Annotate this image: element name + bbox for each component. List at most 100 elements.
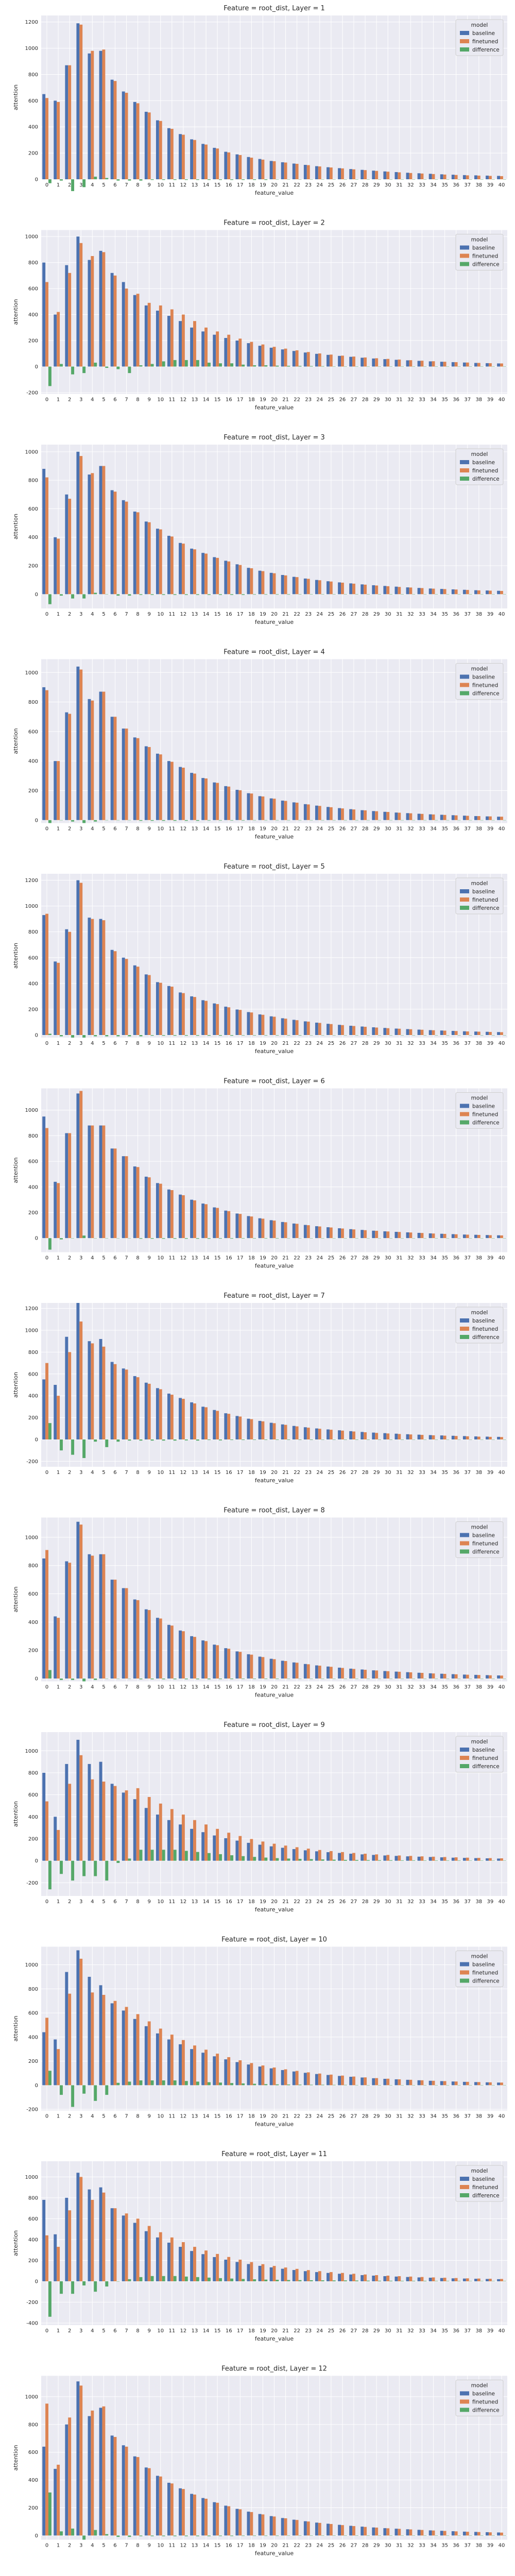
y-tick-label: 200 xyxy=(28,2258,38,2264)
y-tick-label: 400 xyxy=(28,1620,38,1625)
bar-finetuned-2 xyxy=(68,1993,72,2086)
x-tick-label: 13 xyxy=(192,182,198,188)
bar-baseline-24 xyxy=(315,1665,318,1679)
bar-baseline-25 xyxy=(327,354,330,367)
bar-baseline-6 xyxy=(110,1362,114,1439)
x-tick-label: 35 xyxy=(441,182,448,188)
x-tick-label: 25 xyxy=(328,2543,334,2549)
bar-baseline-6 xyxy=(110,1580,114,1679)
bar-baseline-39 xyxy=(486,1858,489,1861)
bar-finetuned-3 xyxy=(79,1958,83,2086)
x-tick-label: 6 xyxy=(113,1899,116,1905)
bar-finetuned-31 xyxy=(398,1434,401,1439)
bar-finetuned-27 xyxy=(352,583,355,595)
bar-finetuned-31 xyxy=(398,1232,401,1239)
bar-baseline-24 xyxy=(315,2272,318,2281)
x-tick-label: 19 xyxy=(260,397,266,403)
bar-baseline-26 xyxy=(338,808,341,820)
bar-difference-38 xyxy=(480,820,484,821)
bar-difference-1 xyxy=(60,1035,63,1037)
x-axis-label: feature_value xyxy=(255,1906,294,1913)
bar-finetuned-30 xyxy=(386,2078,390,2086)
bar-baseline-12 xyxy=(179,2247,182,2281)
x-tick-label: 5 xyxy=(102,182,105,188)
bar-baseline-25 xyxy=(327,581,330,595)
bar-baseline-26 xyxy=(338,2076,341,2086)
x-tick-label: 31 xyxy=(396,182,403,188)
bar-finetuned-30 xyxy=(386,172,390,179)
x-tick-label: 31 xyxy=(396,1470,403,1476)
bar-difference-24 xyxy=(321,1859,324,1861)
bar-baseline-6 xyxy=(110,79,114,179)
y-tick-label: 1200 xyxy=(25,1306,38,1312)
bar-difference-20 xyxy=(276,1238,279,1239)
x-tick-label: 11 xyxy=(168,2114,175,2120)
y-tick-label: 400 xyxy=(28,981,38,987)
bar-baseline-8 xyxy=(133,295,136,367)
bar-difference-4 xyxy=(94,820,97,822)
x-tick-label: 11 xyxy=(168,826,175,832)
bar-difference-12 xyxy=(184,2276,188,2281)
bar-baseline-21 xyxy=(281,575,284,595)
bar-difference-29 xyxy=(378,1860,381,1861)
bar-baseline-32 xyxy=(406,813,409,820)
bar-difference-29 xyxy=(378,2535,381,2536)
bar-finetuned-14 xyxy=(204,1824,208,1861)
bar-difference-29 xyxy=(378,2085,381,2086)
bar-difference-5 xyxy=(105,1439,109,1447)
bar-finetuned-4 xyxy=(91,50,94,179)
bar-finetuned-22 xyxy=(295,802,299,820)
x-tick-label: 39 xyxy=(487,2328,494,2334)
x-tick-label: 30 xyxy=(385,2543,391,2549)
bar-baseline-3 xyxy=(76,1950,80,2086)
x-tick-label: 27 xyxy=(351,2328,357,2334)
bar-finetuned-12 xyxy=(181,314,185,367)
bar-baseline-25 xyxy=(327,2075,330,2086)
bar-finetuned-9 xyxy=(147,112,151,179)
bar-baseline-30 xyxy=(383,359,387,367)
x-tick-label: 20 xyxy=(271,1899,278,1905)
x-tick-label: 37 xyxy=(464,1041,471,1046)
x-tick-label: 16 xyxy=(226,612,232,617)
y-tick-label: 0 xyxy=(35,2083,38,2089)
bar-difference-1 xyxy=(60,179,63,181)
x-tick-label: 29 xyxy=(373,826,380,832)
bar-finetuned-4 xyxy=(91,1555,94,1679)
y-tick-label: -200 xyxy=(26,2107,38,2113)
x-tick-label: 32 xyxy=(407,1899,414,1905)
bar-baseline-36 xyxy=(451,1030,455,1035)
bar-finetuned-40 xyxy=(500,2279,503,2281)
x-tick-label: 15 xyxy=(214,612,221,617)
bar-finetuned-16 xyxy=(227,2506,231,2536)
bar-difference-4 xyxy=(94,2281,97,2292)
bar-finetuned-9 xyxy=(147,1177,151,1239)
bar-baseline-29 xyxy=(372,358,375,367)
x-tick-label: 1 xyxy=(57,182,60,188)
bar-finetuned-34 xyxy=(432,2080,435,2086)
bar-finetuned-31 xyxy=(398,359,401,367)
y-tick-label: 600 xyxy=(28,286,38,292)
bar-baseline-32 xyxy=(406,2529,409,2536)
bar-difference-26 xyxy=(344,366,347,367)
bar-finetuned-15 xyxy=(216,1004,219,1035)
legend-swatch-baseline xyxy=(460,674,469,679)
bar-finetuned-40 xyxy=(500,817,503,820)
bar-finetuned-12 xyxy=(181,134,185,179)
bar-baseline-15 xyxy=(213,147,216,179)
x-tick-label: 0 xyxy=(45,182,48,188)
x-tick-label: 7 xyxy=(125,182,128,188)
bar-finetuned-15 xyxy=(216,2502,219,2536)
bar-baseline-39 xyxy=(486,2279,489,2281)
x-tick-label: 25 xyxy=(328,612,334,617)
bar-finetuned-37 xyxy=(466,2532,469,2536)
bar-baseline-38 xyxy=(474,2532,477,2536)
bar-baseline-10 xyxy=(156,2476,159,2536)
bar-difference-40 xyxy=(503,1238,506,1239)
bar-finetuned-33 xyxy=(420,1673,424,1679)
bar-baseline-34 xyxy=(428,361,432,367)
bar-difference-0 xyxy=(48,179,52,183)
bar-difference-8 xyxy=(139,2080,143,2086)
x-tick-label: 2 xyxy=(68,2543,71,2549)
bar-finetuned-31 xyxy=(398,2276,401,2281)
